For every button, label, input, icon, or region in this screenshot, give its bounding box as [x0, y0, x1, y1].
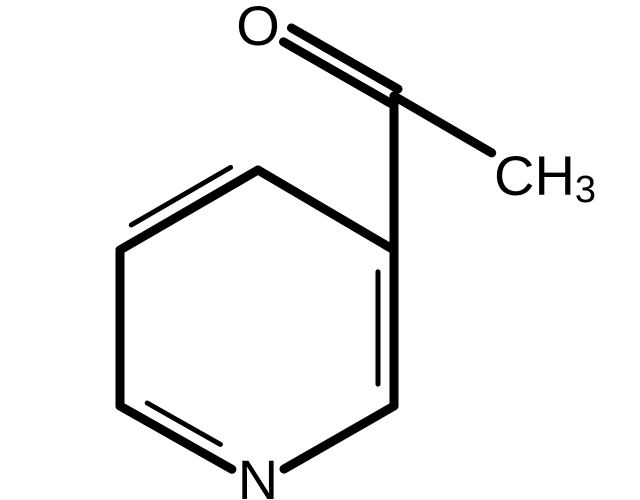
atom-label-ring_n_bottom: N: [238, 448, 278, 500]
molecule-diagram: N O CH3: [0, 0, 640, 500]
atom-label-oxygen: O: [236, 0, 280, 57]
atom-label-methyl: CH3: [494, 144, 596, 211]
